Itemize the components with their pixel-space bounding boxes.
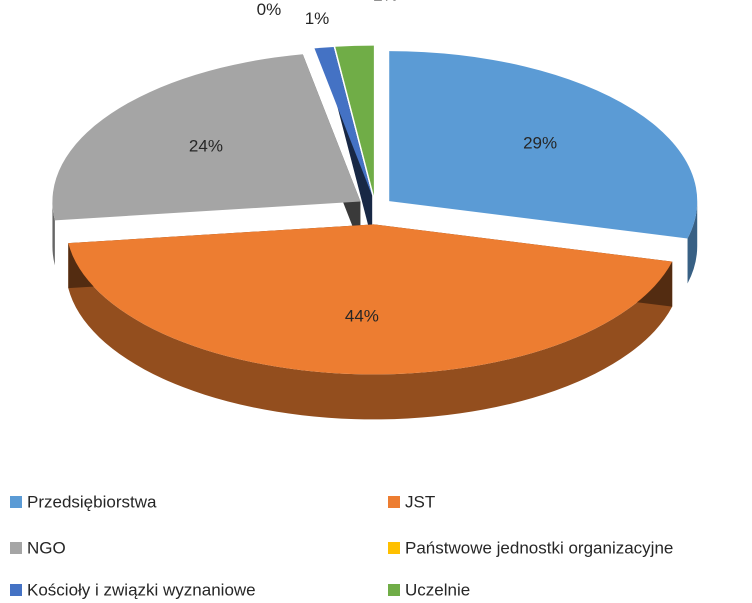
data-label: 29% [523,134,557,153]
legend-swatch [10,584,22,596]
slice [68,224,673,375]
slice [389,51,698,239]
data-label: 44% [345,307,379,326]
slice-side [68,243,673,420]
legend-swatch [10,496,22,508]
legend-swatch [10,542,22,554]
data-label: 24% [189,136,223,155]
slice-side [52,201,55,266]
legend-label: Przedsiębiorstwa [27,492,157,511]
slice [335,45,374,196]
legend-label: NGO [27,538,66,557]
slice [314,46,373,196]
legend-swatch [388,542,400,554]
slice-side [687,201,698,284]
legend-swatch [388,584,400,596]
data-label: 0% [257,0,282,19]
legend-label: Kościoły i związki wyznaniowe [27,580,256,599]
legend-label: Państwowe jednostki organizacyjne [405,538,673,557]
legend-label: JST [405,492,435,511]
legend-label: Uczelnie [405,580,470,599]
slice [52,54,361,221]
data-label: 1% [305,9,330,28]
data-label: 2% [373,0,398,4]
legend-swatch [388,496,400,508]
